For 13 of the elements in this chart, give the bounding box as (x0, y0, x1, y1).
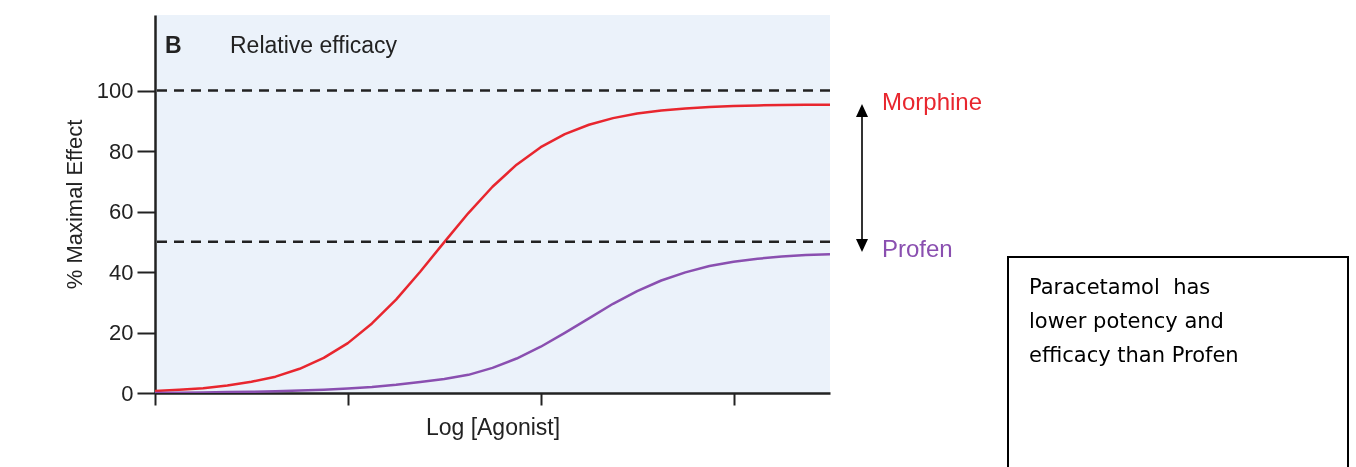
y-tick-label: 20 (109, 320, 134, 346)
text: Morphine (882, 87, 983, 115)
y-tick-label: 80 (109, 138, 134, 164)
y-tick-label: 60 (109, 199, 134, 225)
y-tick-label: 40 (109, 259, 134, 285)
text: Profen (882, 235, 953, 263)
y-axis-title: % Maximal Effect (61, 119, 87, 290)
text: Relative efficacy (230, 32, 398, 58)
text: Paracetamol has lower potency and efficacy than Profen (1029, 274, 1240, 369)
annotation: B (165, 32, 182, 58)
y-tick-label: 0 (121, 380, 134, 406)
y-tick-label: 100 (96, 78, 134, 104)
x-axis-title: Log [Agonist] (425, 413, 561, 440)
